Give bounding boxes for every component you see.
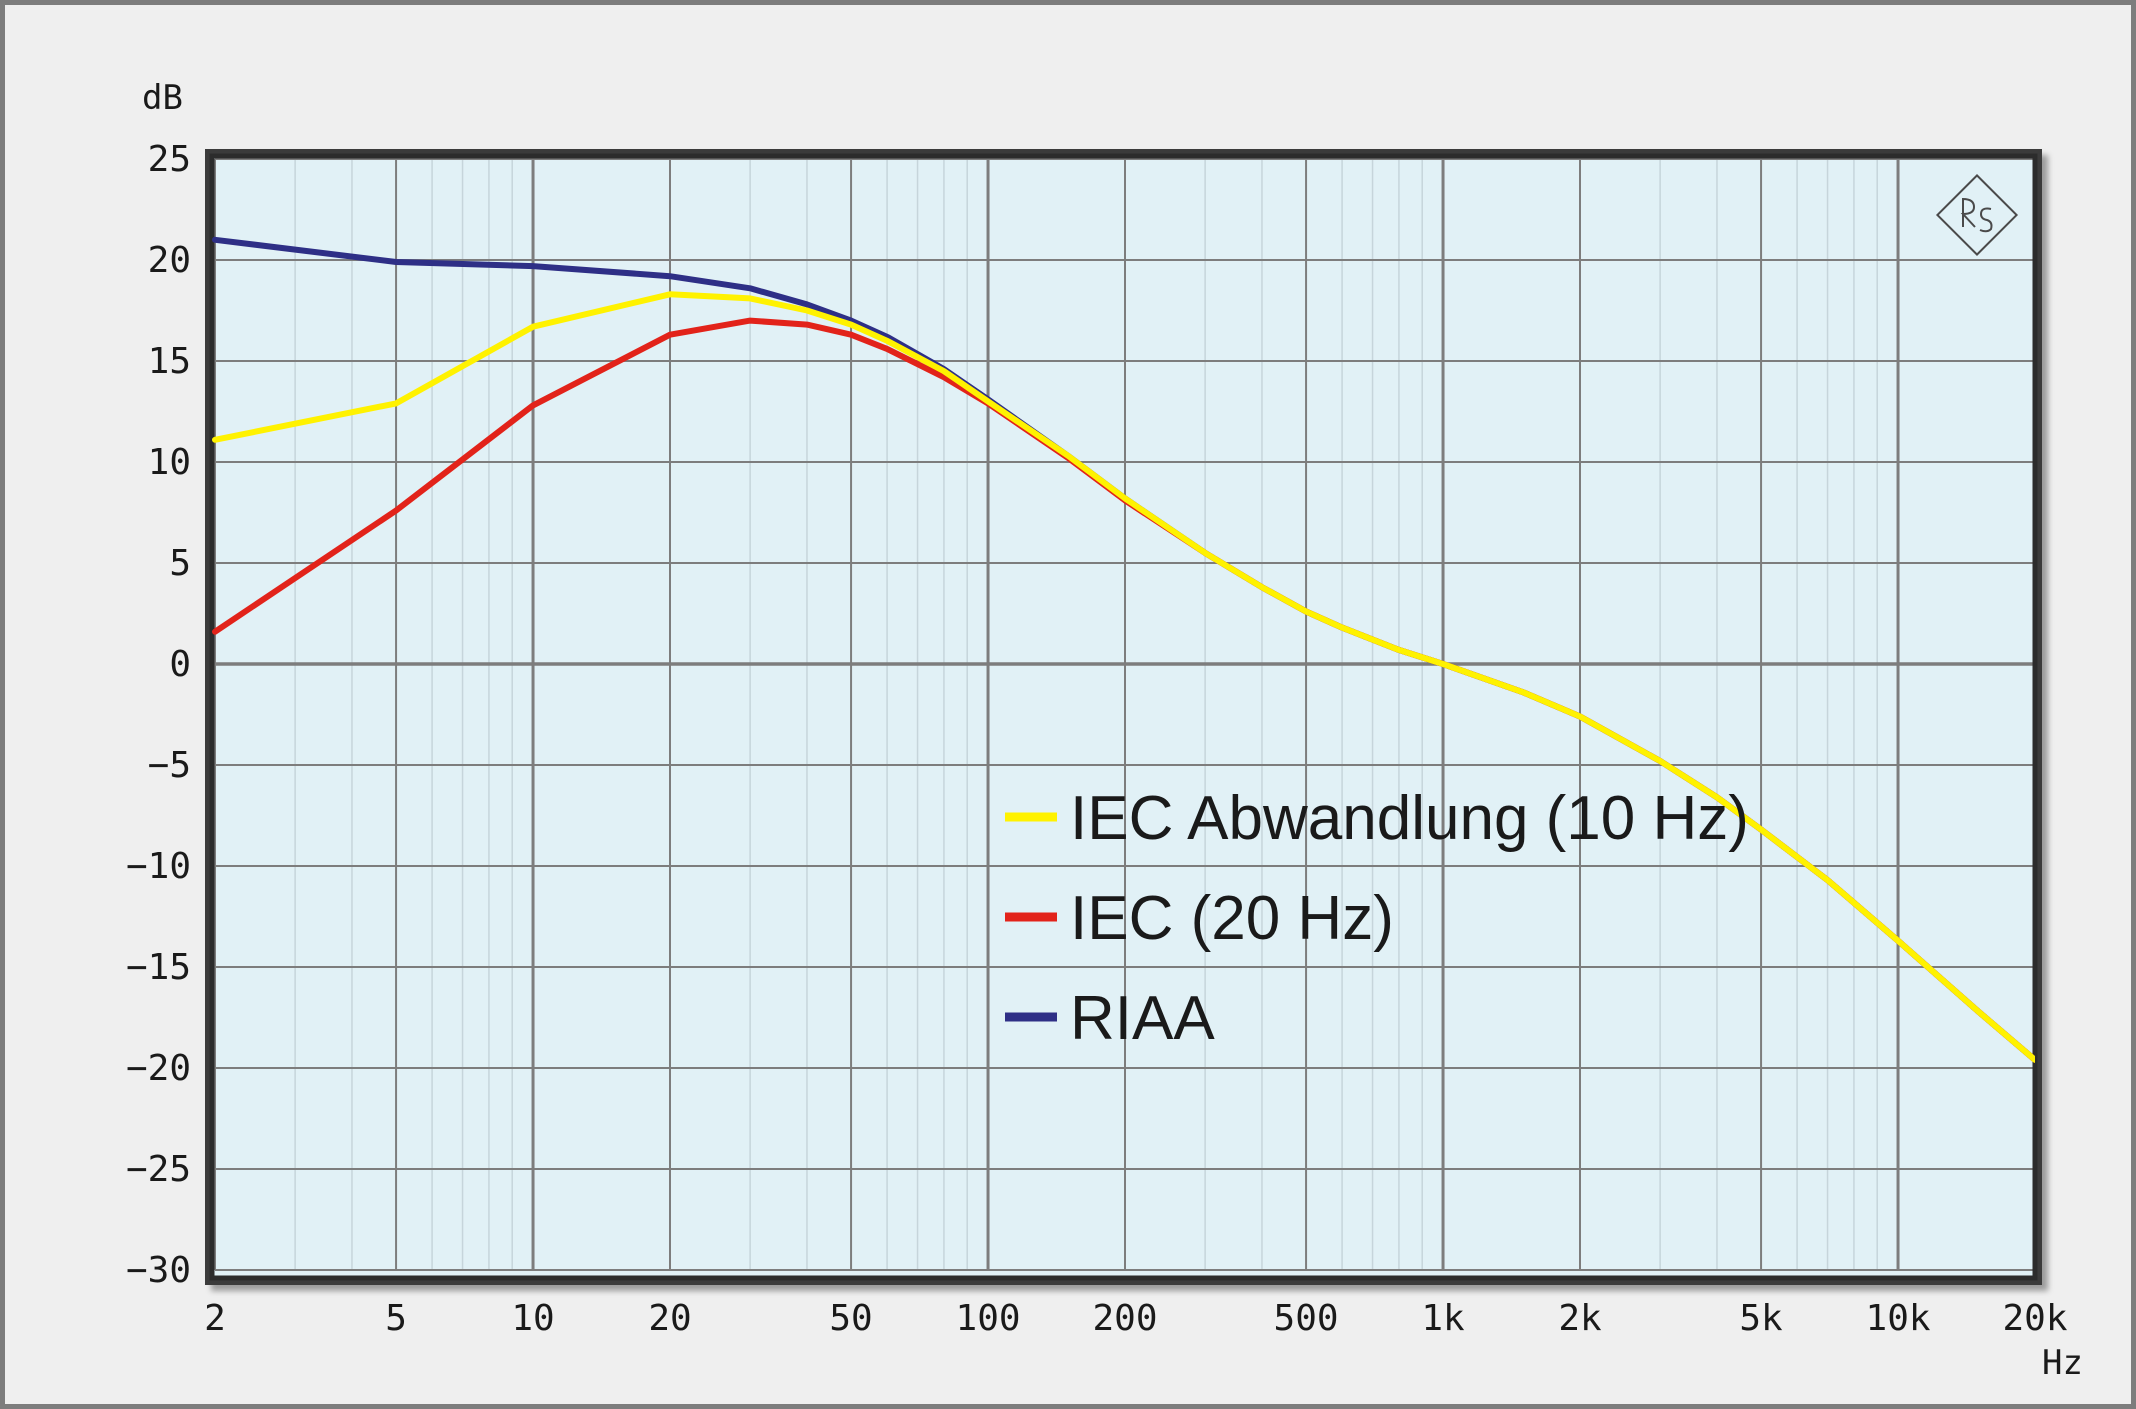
legend: IEC Abwandlung (10 Hz) IEC (20 Hz) RIAA <box>1005 784 1749 1053</box>
x-tick-label: 10k <box>1866 1298 1931 1339</box>
x-tick-label: 5k <box>1739 1298 1783 1339</box>
legend-label: IEC Abwandlung (10 Hz) <box>1070 784 1749 853</box>
x-tick-label: 2k <box>1558 1298 1602 1339</box>
y-axis-label: dB <box>142 78 183 118</box>
plot-area <box>212 156 2035 1278</box>
x-tick-label: 50 <box>829 1298 872 1339</box>
y-tick-label: 25 <box>148 139 191 180</box>
rohde-schwarz-logo <box>1935 173 2019 257</box>
y-tick-label: −25 <box>126 1149 191 1190</box>
y-tick-label: −5 <box>148 745 191 786</box>
y-tick-label: 15 <box>148 341 191 382</box>
y-tick-label: 5 <box>169 543 191 584</box>
series-line <box>212 291 2035 1063</box>
x-tick-labels: 2 5 10 20 50 100 200 500 1k 2k 5k 10k 20k <box>204 1298 2068 1339</box>
x-tick-label: 20 <box>648 1298 691 1339</box>
y-tick-label: 0 <box>169 644 191 685</box>
x-tick-label: 10 <box>511 1298 554 1339</box>
y-tick-labels: 25 20 15 10 5 0 −5 −10 −15 −20 −25 −30 <box>126 139 191 1291</box>
y-tick-label: −10 <box>126 846 191 887</box>
x-tick-label: 1k <box>1421 1298 1465 1339</box>
y-tick-label: −15 <box>126 947 191 988</box>
x-tick-label: 5 <box>385 1298 407 1339</box>
y-tick-label: −30 <box>126 1250 191 1291</box>
plot-frame <box>209 153 2038 1281</box>
legend-label: IEC (20 Hz) <box>1070 884 1394 953</box>
x-tick-label: 20k <box>2002 1298 2067 1339</box>
y-tick-label: 10 <box>148 442 191 483</box>
x-tick-label: 500 <box>1274 1298 1339 1339</box>
series-layer <box>212 236 2035 1063</box>
y-tick-label: 20 <box>148 240 191 281</box>
x-tick-label: 2 <box>204 1298 226 1339</box>
legend-label: RIAA <box>1070 984 1215 1053</box>
x-tick-label: 100 <box>956 1298 1021 1339</box>
y-tick-label: −20 <box>126 1048 191 1089</box>
x-tick-label: 200 <box>1092 1298 1157 1339</box>
frequency-response-chart: 2 5 10 20 50 100 200 500 1k 2k 5k 10k 20k 2520151050… <box>126 78 2083 1383</box>
x-axis-label: Hz <box>2042 1343 2083 1383</box>
major-gridlines <box>209 153 2038 1281</box>
